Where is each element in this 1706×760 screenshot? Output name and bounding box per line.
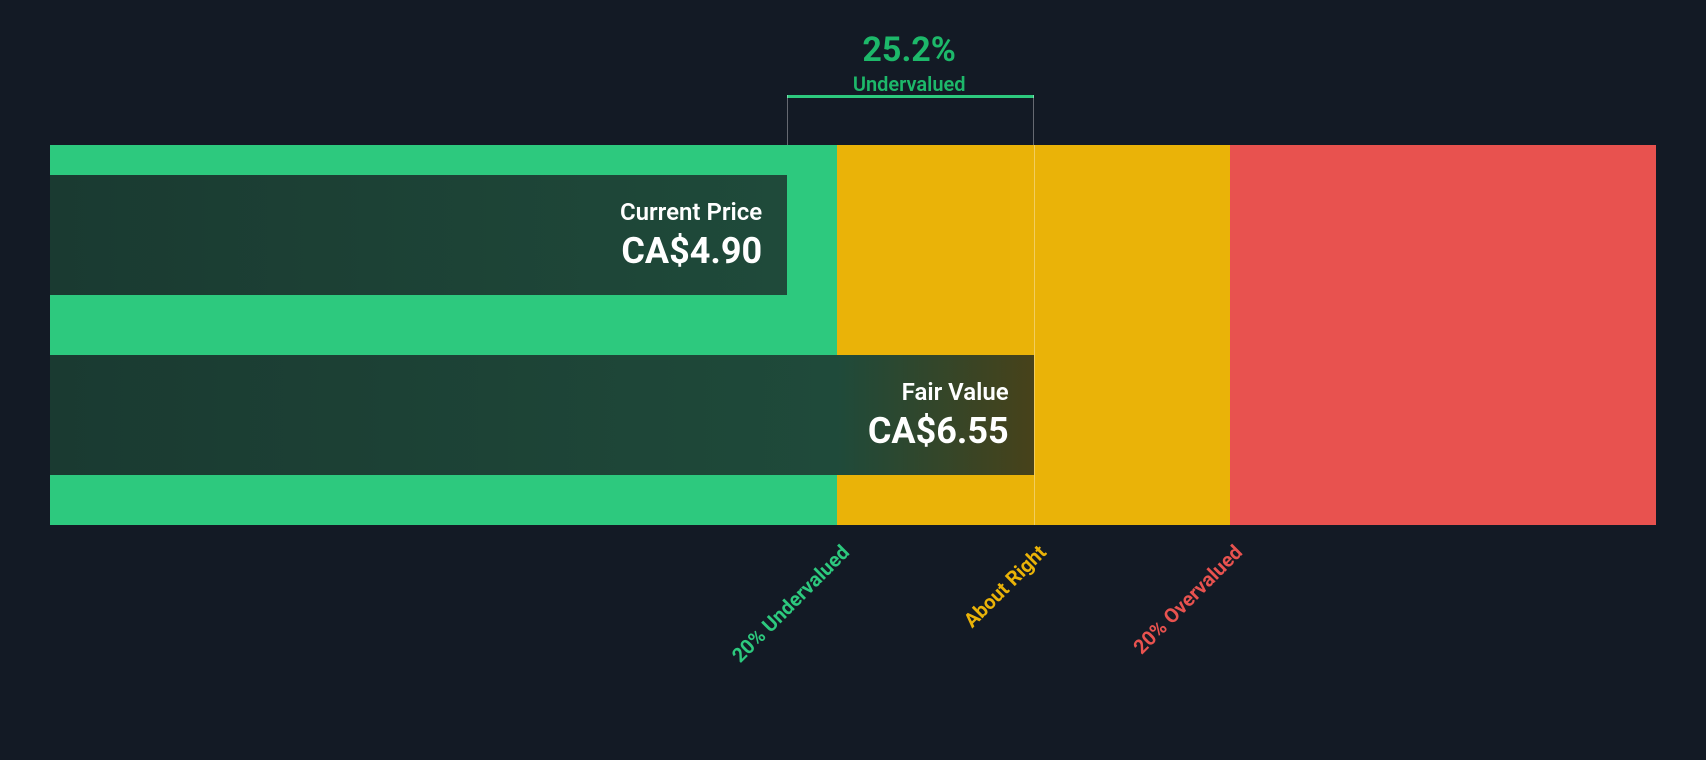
- fair-value-label: Fair Value: [902, 378, 1009, 406]
- overvalued-axis-label: 20% Overvalued: [1089, 540, 1247, 698]
- undervalued-axis-label: 20% Undervalued: [696, 540, 854, 698]
- fair-value-bar: Fair Value CA$6.55: [50, 355, 1034, 475]
- current-price-label: Current Price: [620, 198, 762, 226]
- current-price-value: CA$4.90: [621, 230, 762, 272]
- about-right-axis-label: About Right: [892, 540, 1050, 698]
- valuation-chart: Current Price CA$4.90 Fair Value CA$6.55: [50, 145, 1656, 525]
- valuation-bracket: [787, 95, 1034, 145]
- current-price-bar: Current Price CA$4.90: [50, 175, 787, 295]
- valuation-header: 25.2% Undervalued: [853, 30, 966, 96]
- valuation-percentage: 25.2%: [853, 30, 966, 70]
- overvalued-zone: [1230, 145, 1656, 525]
- fair-value-value: CA$6.55: [868, 410, 1009, 452]
- bracket-right-line: [1033, 95, 1034, 145]
- fair-value-divider: [1034, 145, 1035, 525]
- valuation-subtitle: Undervalued: [853, 72, 966, 96]
- bracket-top-line: [787, 95, 1034, 98]
- bracket-left-line: [787, 95, 788, 145]
